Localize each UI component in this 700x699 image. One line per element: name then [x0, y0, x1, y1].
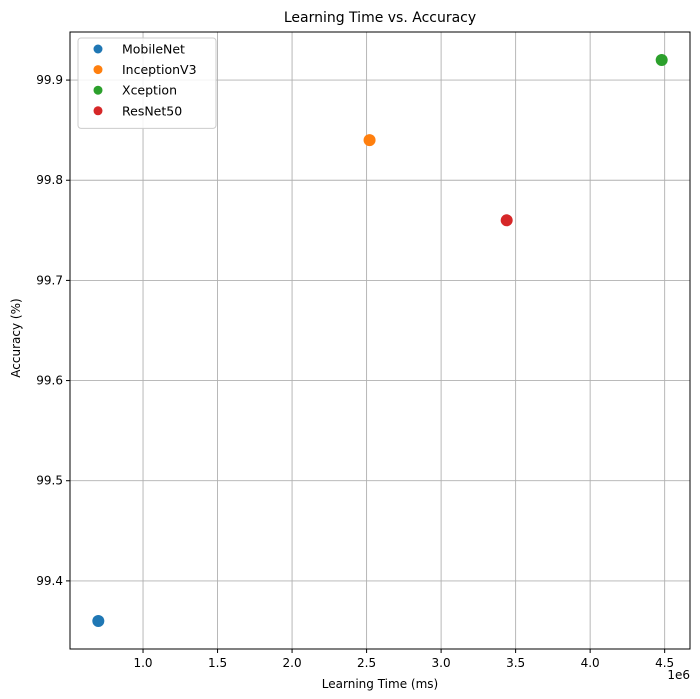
x-tick-label: 1.0	[133, 656, 152, 670]
legend-marker	[93, 65, 103, 75]
x-tick-label: 3.5	[506, 656, 525, 670]
x-axis-label: Learning Time (ms)	[322, 677, 438, 691]
data-point-resnet50	[500, 214, 513, 227]
legend-label: ResNet50	[122, 103, 182, 118]
x-tick-label: 4.0	[581, 656, 600, 670]
x-tick-label: 4.5	[655, 656, 674, 670]
y-tick-label: 99.5	[36, 474, 63, 488]
data-point-mobilenet	[92, 614, 105, 627]
x-tick-label: 2.5	[357, 656, 376, 670]
y-axis-label: Accuracy (%)	[9, 298, 23, 377]
legend-label: InceptionV3	[122, 62, 197, 77]
x-tick-label: 2.0	[283, 656, 302, 670]
legend-marker	[93, 106, 103, 116]
grid-layer	[70, 32, 690, 649]
legend-box	[77, 37, 217, 129]
plot-frame	[69, 31, 691, 650]
legend-marker	[93, 85, 103, 95]
x-tick-label: 3.0	[432, 656, 451, 670]
x-axis-offset-text: 1e6	[667, 668, 690, 682]
legend-label: MobileNet	[122, 42, 185, 57]
legend: MobileNet InceptionV3 Xception ResNet50	[77, 37, 217, 129]
y-tick-label: 99.7	[36, 273, 63, 287]
points-layer	[92, 54, 668, 627]
y-tick-label: 99.9	[36, 73, 63, 87]
y-tick-label: 99.6	[36, 374, 63, 388]
y-tick-label: 99.4	[36, 574, 63, 588]
data-point-xception	[655, 54, 668, 67]
y-tick-label: 99.8	[36, 173, 63, 187]
legend-label: Xception	[122, 83, 177, 98]
legend-marker	[93, 44, 103, 54]
ticks-layer: 1.0 1.5 2.0 2.5 3.0 3.5 4.0 4.5 99.4 99.5 99.6 99.7…	[36, 73, 674, 670]
data-point-inceptionv3	[363, 134, 376, 147]
chart-title: Learning Time vs. Accuracy	[284, 10, 476, 26]
x-tick-label: 1.5	[208, 656, 227, 670]
